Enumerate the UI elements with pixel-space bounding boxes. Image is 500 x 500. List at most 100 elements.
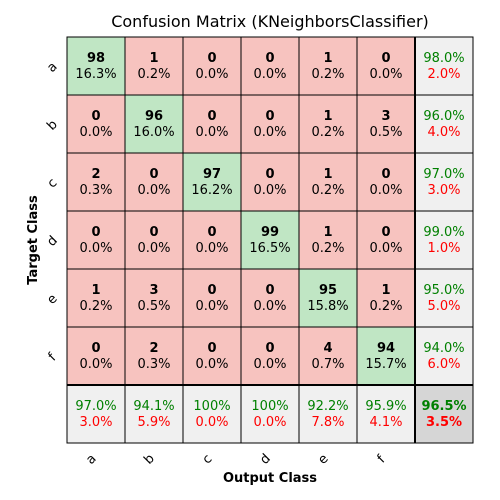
x-tick-label: e [315, 451, 331, 467]
cell-percent: 0.0% [137, 183, 170, 198]
cell-count: 3 [381, 109, 390, 124]
cell-percent: 0.0% [253, 183, 286, 198]
col-summary-error: 5.9% [137, 415, 170, 430]
row-summary-correct: 94.0% [423, 341, 464, 356]
cell-count: 94 [377, 341, 395, 356]
cell-count: 0 [381, 51, 390, 66]
cell-percent: 0.0% [369, 183, 402, 198]
cell-count: 0 [265, 341, 274, 356]
cell-count: 1 [381, 283, 390, 298]
matrix-cell [356, 268, 416, 328]
x-tick-label: f [375, 452, 389, 466]
matrix-cell [298, 326, 358, 386]
cell-percent: 0.0% [253, 299, 286, 314]
cell-count: 1 [149, 51, 158, 66]
matrix-cell [298, 152, 358, 212]
x-tick-label: a [83, 451, 99, 467]
matrix-cell [182, 94, 242, 154]
row-summary-cell [414, 36, 474, 96]
cell-percent: 16.3% [75, 67, 116, 82]
cell-percent: 16.2% [191, 183, 232, 198]
row-summary-cell [414, 94, 474, 154]
cell-count: 2 [149, 341, 158, 356]
cell-percent: 0.5% [369, 125, 402, 140]
y-tick-label: a [44, 59, 60, 75]
cell-count: 1 [323, 109, 332, 124]
cell-count: 0 [207, 51, 216, 66]
cell-count: 0 [91, 109, 100, 124]
matrix-cell [298, 94, 358, 154]
col-summary-error: 4.1% [369, 415, 402, 430]
overall-accuracy: 96.5% [421, 399, 466, 414]
cell-percent: 0.0% [253, 67, 286, 82]
matrix-cell [356, 94, 416, 154]
matrix-cell [240, 36, 300, 96]
cell-count: 0 [207, 109, 216, 124]
cell-percent: 0.0% [195, 67, 228, 82]
cell-percent: 0.5% [137, 299, 170, 314]
row-summary-error: 4.0% [427, 125, 460, 140]
cell-count: 1 [323, 167, 332, 182]
matrix-cell [240, 210, 300, 270]
matrix-cell [124, 36, 184, 96]
row-summary-cell [414, 268, 474, 328]
cell-count: 0 [265, 51, 274, 66]
cell-percent: 0.0% [195, 299, 228, 314]
cell-count: 4 [323, 341, 332, 356]
cell-count: 99 [261, 225, 279, 240]
y-tick-label: f [46, 350, 60, 364]
matrix-cell [356, 210, 416, 270]
cell-count: 0 [381, 225, 390, 240]
cell-count: 2 [91, 167, 100, 182]
cell-percent: 16.0% [133, 125, 174, 140]
cell-percent: 0.0% [195, 241, 228, 256]
cell-percent: 0.2% [369, 299, 402, 314]
matrix-cell [298, 210, 358, 270]
row-summary-correct: 95.0% [423, 283, 464, 298]
col-summary-correct: 100% [193, 399, 230, 414]
matrix-cell [182, 326, 242, 386]
col-summary-correct: 100% [251, 399, 288, 414]
x-axis-label: Output Class [223, 471, 317, 486]
y-tick-label: b [44, 117, 60, 133]
y-tick-label: d [44, 233, 60, 249]
cell-count: 1 [323, 51, 332, 66]
cell-percent: 0.0% [369, 241, 402, 256]
cell-count: 1 [323, 225, 332, 240]
matrix-cell [298, 268, 358, 328]
x-tick-label: c [200, 452, 216, 468]
col-summary-correct: 92.2% [307, 399, 348, 414]
cell-percent: 0.0% [195, 357, 228, 372]
row-summary-correct: 96.0% [423, 109, 464, 124]
col-summary-error: 0.0% [195, 415, 228, 430]
matrix-cell [240, 268, 300, 328]
matrix-cell [66, 210, 126, 270]
cell-percent: 0.0% [137, 241, 170, 256]
row-summary-error: 5.0% [427, 299, 460, 314]
col-summary-correct: 97.0% [75, 399, 116, 414]
matrix-cell [124, 268, 184, 328]
cell-count: 0 [91, 225, 100, 240]
matrix-cell [240, 94, 300, 154]
overall-error: 3.5% [426, 415, 462, 430]
cell-percent: 0.0% [253, 125, 286, 140]
cell-count: 0 [149, 167, 158, 182]
cell-percent: 0.0% [79, 241, 112, 256]
cell-count: 0 [207, 283, 216, 298]
col-summary-correct: 95.9% [365, 399, 406, 414]
matrix-cell [182, 152, 242, 212]
col-summary-error: 0.0% [253, 415, 286, 430]
cell-percent: 0.3% [137, 357, 170, 372]
matrix-cell [66, 268, 126, 328]
cell-percent: 15.8% [307, 299, 348, 314]
matrix-cell [240, 152, 300, 212]
cell-percent: 0.0% [369, 67, 402, 82]
col-summary-error: 3.0% [79, 415, 112, 430]
matrix-cell [124, 210, 184, 270]
row-summary-error: 6.0% [427, 357, 460, 372]
y-axis-label: Target Class [26, 195, 41, 285]
cell-percent: 0.2% [137, 67, 170, 82]
col-summary-correct: 94.1% [133, 399, 174, 414]
matrix-cell [124, 326, 184, 386]
